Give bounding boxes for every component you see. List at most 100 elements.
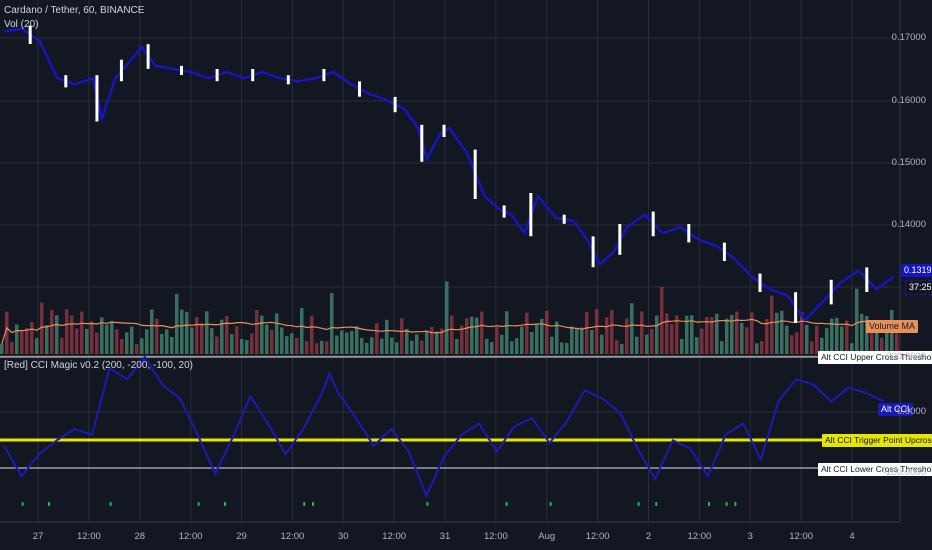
volume-bar-60 <box>300 308 304 354</box>
candle-38 <box>591 236 595 268</box>
volume-bar-43 <box>215 336 219 354</box>
grid <box>0 0 900 522</box>
volume-bar-159 <box>795 332 799 354</box>
volume-bar-35 <box>175 293 179 354</box>
volume-bar-24 <box>120 339 124 354</box>
volume-bar-128 <box>640 311 644 354</box>
volume-bar-73 <box>365 343 369 354</box>
volume-bar-104 <box>520 326 524 354</box>
volume-bar-156 <box>780 310 784 354</box>
volume-bar-23 <box>115 329 119 354</box>
symbol-legend[interactable]: Cardano / Tether, 60, BINANCE <box>4 5 145 16</box>
volume-bar-96 <box>480 311 484 354</box>
volume-bar-52 <box>260 315 264 354</box>
candle-12 <box>180 65 183 75</box>
alt-cci-tag: Alt CCI <box>878 403 913 416</box>
volume-bar-105 <box>525 312 529 354</box>
volume-bar-143 <box>715 313 719 354</box>
signal-mark-12 <box>708 502 710 506</box>
signal-marks <box>21 502 737 506</box>
volume-bar-71 <box>355 326 359 354</box>
volume-bar-28 <box>140 338 144 354</box>
volume-bar-37 <box>185 311 189 354</box>
volume-bar-4 <box>20 330 24 354</box>
last-price-tag: 0.13195 <box>901 264 932 277</box>
volume-bar-150 <box>750 312 754 354</box>
volume-bar-41 <box>205 311 209 354</box>
volume-bar-163 <box>815 325 819 354</box>
candle-26 <box>420 124 424 162</box>
volume-bar-116 <box>580 327 584 354</box>
candle-52 <box>829 279 833 305</box>
indicator-legend[interactable]: [Red] CCI Magic v0.2 (200, -200, -100, 2… <box>4 360 193 371</box>
volume-bar-50 <box>250 333 254 354</box>
signal-mark-6 <box>312 502 314 506</box>
volume-bar-38 <box>190 327 194 354</box>
time-label-8: 31 <box>439 531 451 542</box>
volume-bar-117 <box>585 311 589 354</box>
volume-bar-112 <box>560 342 564 354</box>
volume-bar-136 <box>680 339 684 354</box>
volume-bar-139 <box>695 337 699 354</box>
volume-bar-1 <box>5 311 9 354</box>
volume-bar-29 <box>145 329 149 354</box>
volume-bar-134 <box>670 324 674 354</box>
candle-32 <box>502 205 506 218</box>
volume-bar-80 <box>400 318 404 354</box>
candle-54 <box>865 267 869 292</box>
volume-bar-103 <box>515 338 519 354</box>
volume-bar-54 <box>270 329 274 354</box>
price-tick-3: 0.14000 <box>891 219 926 230</box>
volume-bar-111 <box>555 321 559 354</box>
volume-bar-171 <box>855 288 859 354</box>
candle-36 <box>562 214 566 224</box>
volume-bar-12 <box>60 337 64 354</box>
time-label-11: 12:00 <box>585 531 610 542</box>
volume-legend[interactable]: Vol (20) <box>4 19 39 30</box>
candle-10 <box>146 44 150 69</box>
volume-bar-16 <box>80 311 84 354</box>
candles <box>28 25 869 323</box>
volume-bar-68 <box>340 330 344 354</box>
time-label-6: 30 <box>337 531 349 542</box>
volume-bar-19 <box>95 332 99 354</box>
volume-bar-53 <box>265 324 269 354</box>
volume-bar-44 <box>220 319 224 354</box>
lower-value-tick: -200.0000 <box>883 467 926 478</box>
volume-bar-115 <box>575 328 579 354</box>
volume-bar-99 <box>495 326 499 354</box>
volume-bar-77 <box>385 319 389 354</box>
volume-bar-118 <box>590 329 594 354</box>
volume-bar-158 <box>790 335 794 354</box>
volume-ma-line <box>1 318 897 345</box>
volume-bar-135 <box>675 315 679 354</box>
price-tick-1: 0.16000 <box>891 95 926 106</box>
candle-22 <box>358 81 361 97</box>
volume-bar-172 <box>860 313 864 354</box>
volume-bar-177 <box>885 330 889 354</box>
time-label-7: 12:00 <box>382 531 407 542</box>
volume-bar-63 <box>315 343 319 354</box>
volume-bar-173 <box>865 316 869 354</box>
volume-bar-45 <box>225 316 229 354</box>
volume-bar-88 <box>440 328 444 354</box>
volume-bar-132 <box>660 286 664 354</box>
volume-bar-39 <box>195 317 199 354</box>
volume-bar-55 <box>275 313 279 354</box>
time-label-5: 12:00 <box>280 531 305 542</box>
signal-mark-8 <box>505 502 508 506</box>
volume-bar-146 <box>730 314 734 354</box>
volume-bar-164 <box>820 337 824 354</box>
volume-bar-176 <box>880 337 884 354</box>
volume-bar-109 <box>545 310 549 354</box>
time-axis[interactable] <box>0 523 900 550</box>
candle-44 <box>687 224 691 243</box>
volume-bar-84 <box>420 340 424 354</box>
volume-bar-70 <box>350 331 354 354</box>
volume-bar-157 <box>785 325 789 354</box>
volume-bar-79 <box>395 342 399 354</box>
lower-threshold-tag: Alt CCI Lower Cross Threshold <box>818 463 932 476</box>
volume-bar-46 <box>230 334 234 354</box>
time-label-3: 12:00 <box>178 531 203 542</box>
